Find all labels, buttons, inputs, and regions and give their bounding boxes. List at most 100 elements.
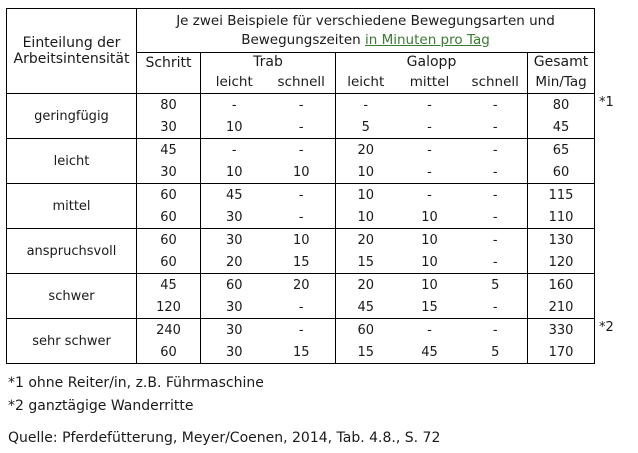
table-cell: - (463, 206, 528, 229)
table-cell: 30 (200, 296, 268, 319)
table-cell: 15 (335, 251, 396, 274)
table-cell: 115 (527, 183, 595, 206)
workload-table: Einteilung der Arbeitsintensität Je zwei… (6, 8, 595, 364)
title-highlight: in Minuten pro Tag (365, 31, 490, 48)
table-cell: - (267, 318, 336, 341)
table-cell: 15 (267, 341, 336, 364)
table-row: leicht 45- -20- -65 (6, 138, 595, 184)
table-cell: 60 (357, 322, 375, 338)
title-line1: Je zwei Beispiele für verschiedene Beweg… (176, 12, 555, 29)
header-trab: Trab (200, 52, 336, 71)
table-cell: 45 (335, 296, 396, 319)
subheader-galopp-mittel: mittel (395, 71, 464, 94)
table-cell: 45 (225, 187, 243, 203)
table-cell: 45 (136, 273, 201, 296)
table-cell: - (463, 116, 528, 139)
table-cell: - (231, 142, 237, 158)
side-note-marker: *2 (599, 320, 614, 335)
table-cell: - (427, 187, 432, 203)
table-cell: 210 (527, 296, 595, 319)
table-cell: - (267, 183, 336, 206)
header-galopp: Galopp (335, 52, 528, 71)
table-cell: 240 (136, 318, 201, 341)
table-cell: - (395, 161, 464, 184)
table-cell: 15 (395, 296, 464, 319)
table-cell: 45 (527, 116, 595, 139)
table-cell: - (463, 251, 528, 274)
table-cell: 130 (527, 228, 595, 251)
subheader-gesamt-unit: Min/Tag (527, 71, 595, 94)
table-row: mittel 60 45-10- -115 (6, 183, 595, 229)
row-header-label-line1: Einteilung der (22, 35, 121, 51)
table-row: 120 30-45 15-210 (7, 296, 595, 319)
row-label: schwer (6, 273, 137, 319)
table-row: anspruchsvoll 60 30 10 20 10-130 (6, 228, 595, 274)
table-cell: 30 (136, 116, 201, 139)
table-cell: - (267, 206, 336, 229)
table-row: 60 20 15 15 10-120 (7, 251, 595, 274)
table-cell: - (267, 296, 336, 319)
subheader-trab-leicht: leicht (200, 71, 268, 94)
row-header-label-line2: Arbeitsintensität (13, 51, 130, 67)
source-note: Quelle: Pferdefütterung, Meyer/Coenen, 2… (8, 430, 441, 446)
table-cell: 45 (395, 341, 464, 364)
table-cell: - (427, 322, 432, 338)
table-row: 60 30-10 10-110 (7, 206, 595, 229)
table-cell: 20 (267, 273, 336, 296)
table-cell: 45 (136, 138, 201, 161)
table-cell: 30 (136, 161, 201, 184)
table-cell: 20 (357, 277, 375, 293)
footnote-1: *1 ohne Reiter/in, z.B. Führmaschine (8, 375, 264, 391)
table-cell: 120 (136, 296, 201, 319)
table-cell: 10 (421, 277, 438, 293)
table-cell: 10 (335, 161, 396, 184)
table-cell: 10 (357, 187, 375, 203)
subheader-galopp-schnell: schnell (463, 71, 528, 94)
table-cell: 60 (527, 161, 595, 184)
subheader-galopp-leicht: leicht (335, 71, 396, 94)
table-cell: - (267, 93, 336, 116)
table-cell: - (463, 228, 528, 251)
table-cell: 10 (267, 161, 336, 184)
table-cell: 15 (267, 251, 336, 274)
table-cell: - (231, 97, 237, 113)
title-line2: Bewegungszeiten in Minuten pro Tag (137, 31, 594, 50)
table-cell: - (463, 93, 528, 116)
table-cell: 5 (463, 273, 528, 296)
table-cell: - (395, 116, 464, 139)
row-label: geringfügig (6, 93, 137, 139)
table-cell: 30 (200, 206, 268, 229)
table-cell: 5 (335, 116, 396, 139)
table-cell: 20 (200, 251, 268, 274)
table-cell: 330 (527, 318, 595, 341)
table-row: 30 10 10 10- -60 (7, 161, 595, 184)
table-cell: 10 (421, 232, 438, 248)
table-cell: 170 (527, 341, 595, 364)
table-cell: 10 (395, 206, 464, 229)
table-cell: 30 (225, 232, 243, 248)
table-cell: - (463, 318, 528, 341)
table-body: geringfügig 80- - - - -80 30 10-5- -45 leicht 45- -… (6, 93, 595, 364)
table-cell: 5 (463, 341, 528, 364)
table-cell: 15 (335, 341, 396, 364)
table-cell: - (463, 138, 528, 161)
subheader-trab-schnell: schnell (267, 71, 336, 94)
table-row: 60 30 15 15 45 5 170 (7, 341, 595, 364)
table-cell: 80 (136, 93, 201, 116)
row-label: anspruchsvoll (6, 228, 137, 274)
table-cell: 20 (357, 232, 375, 248)
table-cell: 10 (200, 161, 268, 184)
table-cell: 10 (335, 206, 396, 229)
table-cell: 60 (136, 228, 201, 251)
table-cell: - (463, 183, 528, 206)
table-row: schwer 45 60 20 20 10 5 160 (6, 273, 595, 319)
table-title: Je zwei Beispiele für verschiedene Beweg… (136, 8, 595, 53)
table-cell: - (463, 296, 528, 319)
table-cell: 110 (527, 206, 595, 229)
table-cell: - (427, 97, 432, 113)
table-cell: 30 (225, 322, 243, 338)
row-label: leicht (6, 138, 137, 184)
header-gesamt: Gesamt (527, 52, 595, 71)
table-cell: 60 (136, 341, 201, 364)
table-cell: 80 (527, 93, 595, 116)
